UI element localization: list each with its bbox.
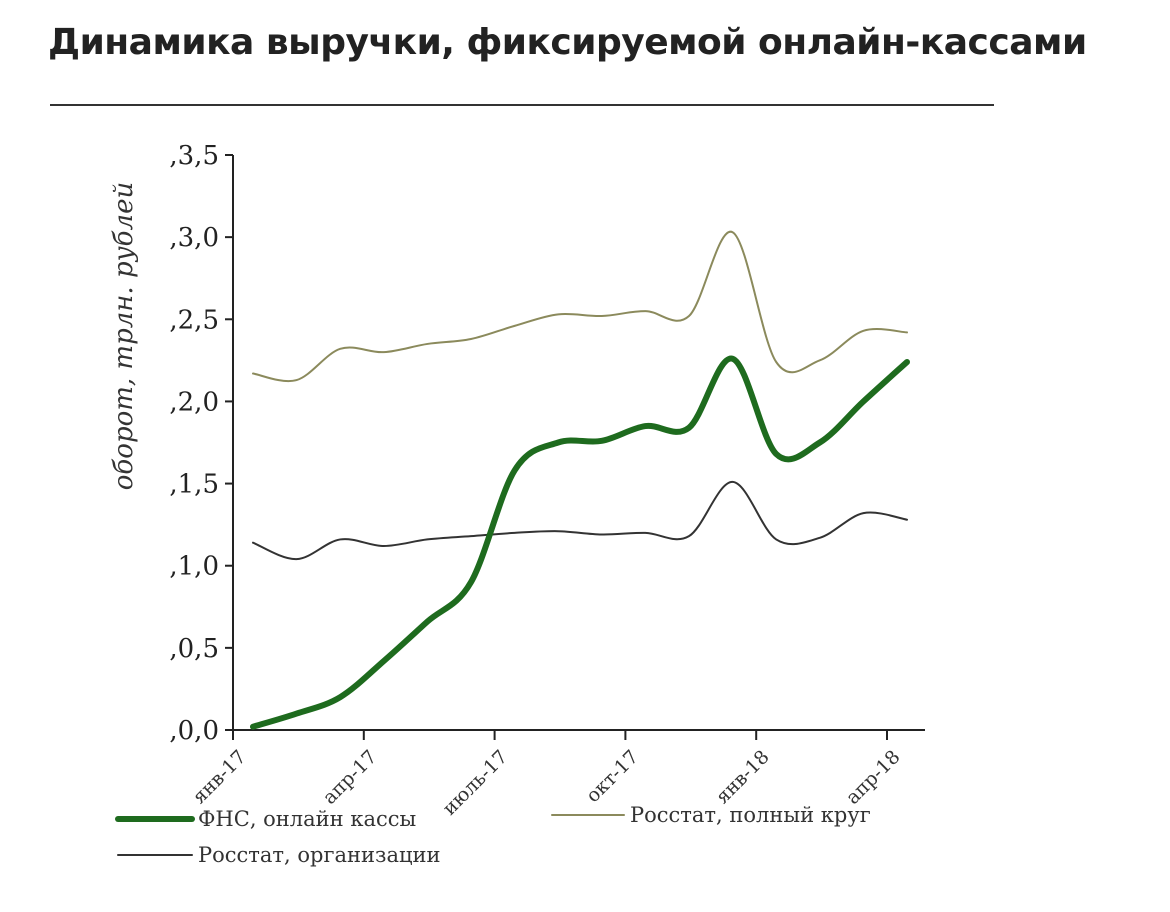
series-line-0 xyxy=(250,355,910,730)
legend-label: ФНС, онлайн кассы xyxy=(198,807,416,831)
y-tick-label: ,2,5 xyxy=(169,305,219,335)
x-tick-label: янв-18 xyxy=(712,746,774,808)
y-tick-label: ,3,5 xyxy=(169,141,219,171)
series-line-2 xyxy=(252,480,908,561)
y-axis-label: оборот, трлн. рублей xyxy=(109,182,139,490)
x-tick-label: апр-17 xyxy=(319,746,382,809)
y-tick-labels: ,0,0 ,0,5 ,1,0 ,1,5 ,2,0 ,2,5 ,3,0 ,3,5 xyxy=(169,141,219,746)
page-title: Динамика выручки, фиксируемой онлайн-кас… xyxy=(48,22,1087,63)
x-tick-label: янв-17 xyxy=(188,746,250,808)
y-tick-label: ,0,5 xyxy=(169,634,219,664)
chart-axes xyxy=(225,154,925,740)
series-line-1 xyxy=(252,231,908,383)
chart-legend: ФНС, онлайн кассы Росстат, полный круг Рос… xyxy=(115,803,871,867)
legend-label: Росстат, полный круг xyxy=(630,803,871,827)
y-tick-label: ,1,0 xyxy=(169,552,219,582)
y-tick-label: ,3,0 xyxy=(169,223,219,253)
x-tick-label: июль-17 xyxy=(438,746,512,820)
chart-series xyxy=(250,231,910,730)
y-tick-label: ,2,0 xyxy=(169,387,219,417)
y-tick-label: ,0,0 xyxy=(169,716,219,746)
title-divider xyxy=(50,104,994,106)
x-tick-label: окт-17 xyxy=(582,746,643,807)
legend-label: Росстат, организации xyxy=(198,843,440,867)
y-tick-label: ,1,5 xyxy=(169,470,219,500)
x-tick-label: апр-18 xyxy=(842,746,905,809)
